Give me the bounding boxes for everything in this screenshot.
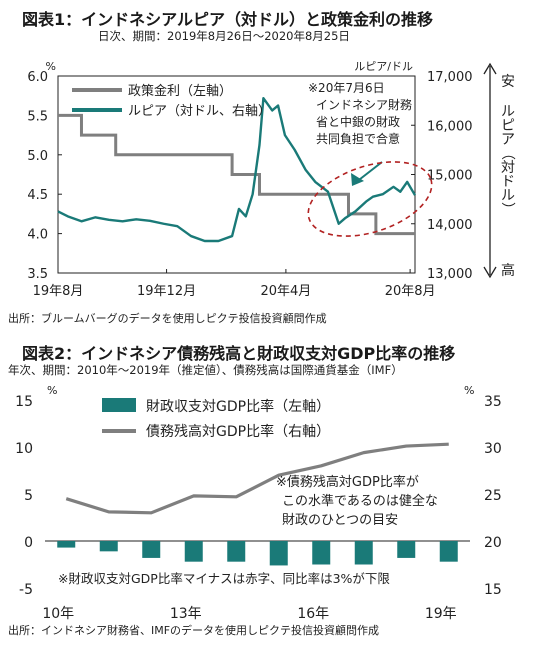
chart1-side-label-weak: 安 (501, 74, 515, 90)
chart2-svg: 15 10 5 0 -5% 35 30 25 20 15% 10年 13年 16年 19年 財政収支対GDP… (15, 384, 502, 622)
chart1-left-tick-label: 3.5 (27, 267, 48, 282)
chart2-x-tick-label: 16年 (297, 606, 329, 622)
chart2-bar-fiscal-balance (269, 541, 288, 566)
chart1-left-tick-label: 5.5 (27, 109, 48, 124)
chart1-left-tick-label: 4.0 (27, 228, 48, 243)
chart2-annotation-line: ※債務残高対GDP比率が (276, 474, 419, 490)
chart1-side-label-char: ピ (501, 118, 515, 134)
chart1-right-tick-label: 13,000 (427, 267, 473, 282)
chart1-side-label-char: ア (501, 132, 515, 148)
chart1-highlight-ellipse (307, 161, 433, 237)
chart2-right-tick-label: 30 (484, 441, 502, 457)
chart1-right-tick-label: 15,000 (427, 169, 473, 184)
chart2-bar-fiscal-balance (312, 541, 331, 565)
chart1-series-policy-rate (58, 113, 415, 236)
chart2-right-unit: % (464, 384, 474, 397)
chart1-right-tick-label: 14,000 (427, 218, 473, 233)
chart2-left-tick-label: -5 (19, 582, 33, 598)
chart1-x-tick-label: 20年4月 (260, 284, 311, 299)
chart1-x-tick-label: 19年8月 (33, 284, 84, 299)
chart1-svg: 6.0 5.5 5.0 4.5 4.0 3.5% 17,000 16,000 15,000 14,… (27, 60, 515, 299)
chart2-legend-bar-swatch (102, 398, 136, 412)
chart2-bar-fiscal-balance (354, 541, 373, 565)
chart2-bar-fiscal-balance (142, 541, 161, 558)
chart2-title: 図表2：インドネシア債務残高と財政収支対GDP比率の推移 (22, 344, 456, 363)
chart1-right-unit: ルピア/ドル (354, 60, 413, 73)
chart2-subtitle: 年次、期間：2010年～2019年（推定値）、債務残高は国際通貨基金（IMF） (8, 363, 403, 377)
chart2-left-tick-label: 15 (15, 394, 33, 410)
chart1-series-rupiah (57, 96, 417, 243)
chart1-right-tick-label: 16,000 (427, 119, 473, 134)
chart1-side-label-char: ル (501, 188, 515, 204)
chart1-annotation-arrow-head (351, 173, 364, 186)
chart2-right-tick-label: 25 (484, 488, 502, 504)
chart2-right-tick-label: 15 (484, 582, 502, 598)
chart1-side-label-vertical: ルピア（対ドル） (499, 104, 515, 216)
chart2-bar-fiscal-balance (184, 541, 203, 562)
chart1-left-tick-label: 4.5 (27, 188, 48, 203)
chart2-source: 出所：インドネシア財務省、IMFのデータを使用しピクテ投信投資顧問作成 (8, 624, 380, 637)
chart2-legend-line-label: 債務残高対GDP比率（右軸） (146, 423, 330, 440)
chart1-side-label-char: ） (499, 202, 515, 216)
chart1-legend-rupiah-label: ルピア（対ドル、右軸） (128, 104, 271, 119)
chart1-x-tick-label: 20年8月 (385, 284, 436, 299)
chart1-legend-rate-label: 政策金利（左軸） (128, 83, 232, 99)
chart1-side-label-char: 対 (501, 160, 515, 176)
chart2-annotation-line: この水準であるのは健全な (282, 493, 438, 509)
chart1-side-label-strong: 高 (501, 262, 515, 279)
chart1-source: 出所：ブルームバーグのデータを使用しピクテ投信投資顧問作成 (8, 312, 327, 325)
chart2-x-tick-label: 10年 (42, 606, 74, 622)
chart2-footnote: ※財政収支対GDP比率マイナスは赤字、同比率は3%が下限 (58, 571, 390, 586)
chart1-side-label-char: ル (501, 104, 515, 120)
chart2-bar-fiscal-balance (227, 541, 246, 562)
chart1-annotation-line: ※20年7月6日 (308, 81, 385, 95)
chart1-side-arrow-head-down (483, 266, 497, 279)
chart2-bar-fiscal-balance (397, 541, 416, 558)
chart1-left-tick-label: 5.0 (27, 149, 48, 164)
chart1-x-tick-label: 19年12月 (137, 284, 196, 299)
chart1-side-label-char: ド (501, 174, 515, 190)
chart1-title: 図表1：インドネシアルピア（対ドル）と政策金利の推移 (22, 10, 433, 29)
chart2-series-debt-ratio (65, 442, 449, 515)
chart2-x-tick-label: 19年 (425, 606, 457, 622)
chart2-right-tick-label: 20 (484, 535, 502, 551)
chart1-left-unit: % (46, 60, 56, 73)
chart1-side-arrow-head-up (483, 62, 497, 75)
chart1-annotation-line: インドネシア財務 (316, 97, 412, 112)
chart2-left-unit: % (47, 384, 57, 397)
chart2-bar-fiscal-balance (57, 541, 76, 548)
chart2-annotation-line: 財政のひとつの目安 (282, 513, 398, 528)
chart1-annotation-line: 共同負担で合意 (316, 131, 400, 146)
chart1-annotation-line: 省と中銀の財政 (316, 114, 400, 129)
chart2-bar-fiscal-balance (99, 541, 118, 552)
chart1-right-tick-label: 17,000 (427, 70, 473, 85)
chart2-right-tick-label: 35 (484, 394, 502, 410)
chart1-subtitle: 日次、期間：2019年8月26日～2020年8月25日 (98, 29, 350, 43)
chart2-left-tick-label: 0 (24, 535, 33, 551)
chart1-side-label-char: （ (499, 146, 515, 160)
chart2-x-tick-label: 13年 (170, 606, 202, 622)
chart2-legend-bar-label: 財政収支対GDP比率（左軸） (146, 398, 330, 415)
chart2-left-tick-label: 5 (24, 488, 33, 504)
chart1-left-tick-label: 6.0 (27, 70, 48, 85)
chart2-left-tick-label: 10 (15, 441, 33, 457)
chart2-bar-fiscal-balance (439, 541, 458, 562)
